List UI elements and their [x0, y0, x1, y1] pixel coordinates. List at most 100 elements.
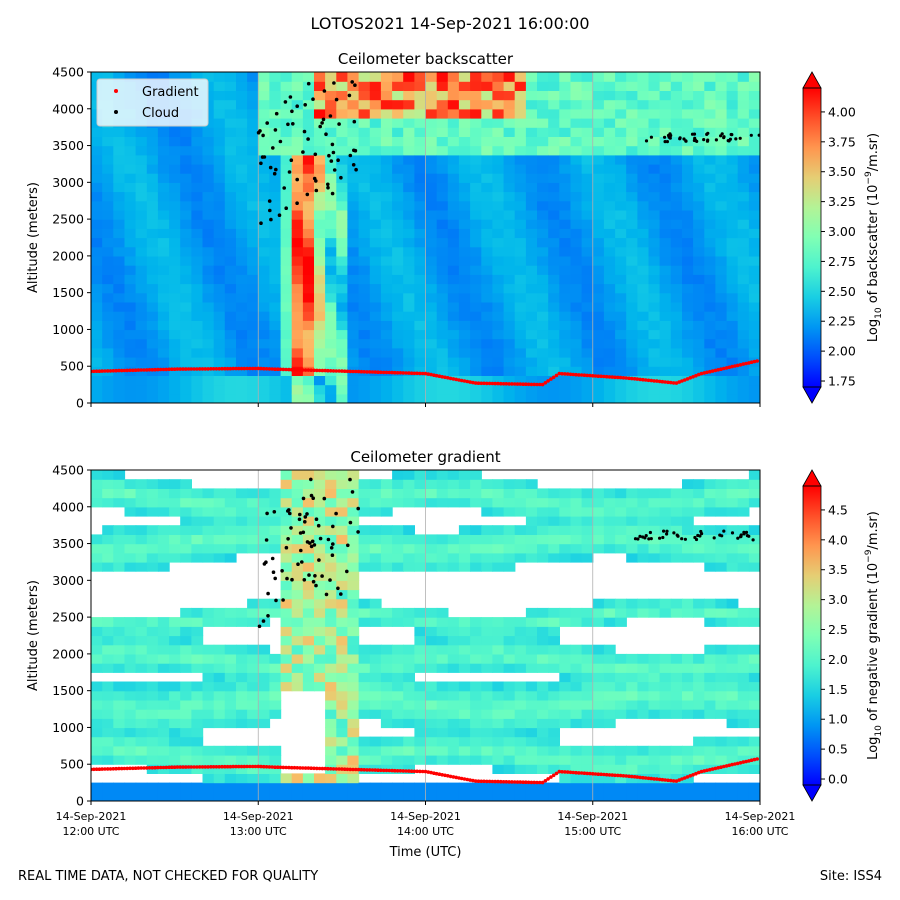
cloud-point — [268, 208, 272, 213]
heatmap-cell — [314, 681, 326, 692]
heatmap-cell — [492, 764, 505, 774]
heatmap-cell — [213, 543, 226, 554]
heatmap-cell — [269, 265, 282, 275]
heatmap-cell — [637, 136, 650, 147]
x-tick-label: 14-Sep-2021 — [56, 810, 127, 823]
heatmap-cell — [258, 699, 271, 710]
cloud-point — [706, 131, 710, 135]
heatmap-cell — [314, 384, 326, 395]
heatmap-cell — [213, 607, 226, 618]
heatmap-cell — [503, 265, 516, 275]
heatmap-cell — [403, 246, 415, 257]
heatmap-cell — [481, 127, 494, 137]
heatmap-cell — [525, 265, 538, 275]
heatmap-cell — [280, 791, 293, 801]
heatmap-cell — [637, 543, 650, 554]
heatmap-cell — [135, 635, 148, 646]
cloud-point — [661, 535, 665, 540]
gradient-point — [719, 765, 723, 769]
heatmap-cell — [670, 329, 683, 340]
heatmap-cell — [146, 791, 159, 801]
heatmap-cell — [637, 81, 650, 91]
heatmap-cell — [648, 782, 661, 793]
heatmap-cell — [180, 228, 192, 239]
heatmap-cell — [157, 543, 170, 554]
heatmap-cell — [280, 580, 293, 591]
heatmap-cell — [113, 617, 126, 627]
heatmap-cell — [191, 699, 204, 710]
heatmap-cell — [436, 690, 449, 701]
gradient-point — [674, 779, 679, 783]
heatmap-cell — [447, 90, 460, 101]
heatmap-cell — [704, 301, 717, 312]
gradient-point — [616, 375, 620, 380]
cloud-point — [318, 536, 323, 541]
heatmap-cell — [492, 690, 505, 701]
heatmap-cell — [380, 173, 393, 183]
heatmap-cell — [157, 301, 170, 312]
heatmap-cell — [280, 228, 293, 239]
heatmap-cell — [570, 255, 583, 266]
heatmap-cell — [537, 301, 549, 312]
heatmap-cell — [247, 145, 259, 156]
cloud-point — [329, 159, 334, 163]
heatmap-cell — [269, 755, 282, 765]
heatmap-cell — [648, 255, 661, 266]
heatmap-cell — [247, 516, 259, 526]
heatmap-cell — [726, 644, 739, 655]
heatmap-cell — [180, 393, 192, 403]
heatmap-cell — [414, 561, 427, 572]
heatmap-cell — [392, 357, 404, 367]
heatmap-cell — [169, 219, 181, 229]
heatmap-cell — [347, 745, 360, 756]
heatmap-cell — [525, 488, 538, 499]
heatmap-cell — [704, 736, 717, 747]
heatmap-cell — [336, 154, 349, 165]
heatmap-cell — [191, 228, 204, 239]
heatmap-cell — [247, 384, 259, 395]
gradient-point — [284, 367, 288, 372]
heatmap-cell — [258, 274, 271, 285]
heatmap-cell — [603, 163, 616, 174]
heatmap-cell — [737, 690, 750, 701]
heatmap-cell — [693, 338, 705, 349]
heatmap-cell — [670, 773, 683, 784]
heatmap-cell — [113, 755, 126, 765]
heatmap-cell — [247, 329, 259, 340]
heatmap-cell — [325, 479, 337, 489]
heatmap-cell — [570, 99, 583, 110]
heatmap-cell — [425, 479, 438, 489]
heatmap-cell — [403, 320, 415, 331]
heatmap-cell — [280, 173, 293, 183]
heatmap-cell — [715, 791, 728, 801]
gradient-point — [250, 366, 255, 371]
heatmap-cell — [682, 497, 694, 508]
heatmap-cell — [202, 145, 215, 156]
heatmap-cell — [414, 173, 427, 183]
gradient-point — [287, 765, 291, 770]
y-axis-label: Altitude (meters) — [26, 182, 41, 293]
heatmap-cell — [525, 329, 538, 340]
heatmap-cell — [247, 173, 259, 183]
heatmap-cell — [537, 219, 549, 229]
heatmap-cell — [570, 653, 583, 664]
gradient-point — [646, 378, 651, 383]
gradient-point — [206, 367, 210, 371]
heatmap-cell — [291, 81, 304, 91]
heatmap-cell — [492, 127, 505, 137]
heatmap-cell — [124, 506, 137, 517]
heatmap-cell — [180, 617, 192, 627]
heatmap-cell — [202, 488, 215, 499]
heatmap-cell — [458, 543, 471, 554]
heatmap-cell — [347, 274, 360, 285]
heatmap-cell — [247, 506, 259, 517]
heatmap-cell — [146, 736, 159, 747]
heatmap-cell — [314, 81, 326, 91]
heatmap-cell — [392, 543, 404, 554]
heatmap-cell — [503, 755, 516, 765]
heatmap-cell — [392, 525, 404, 535]
panel-gradient: Ceilometer gradient050010001500200025003… — [26, 448, 884, 860]
heatmap-cell — [280, 329, 293, 340]
heatmap-cell — [347, 782, 360, 793]
heatmap-cell — [715, 782, 728, 793]
